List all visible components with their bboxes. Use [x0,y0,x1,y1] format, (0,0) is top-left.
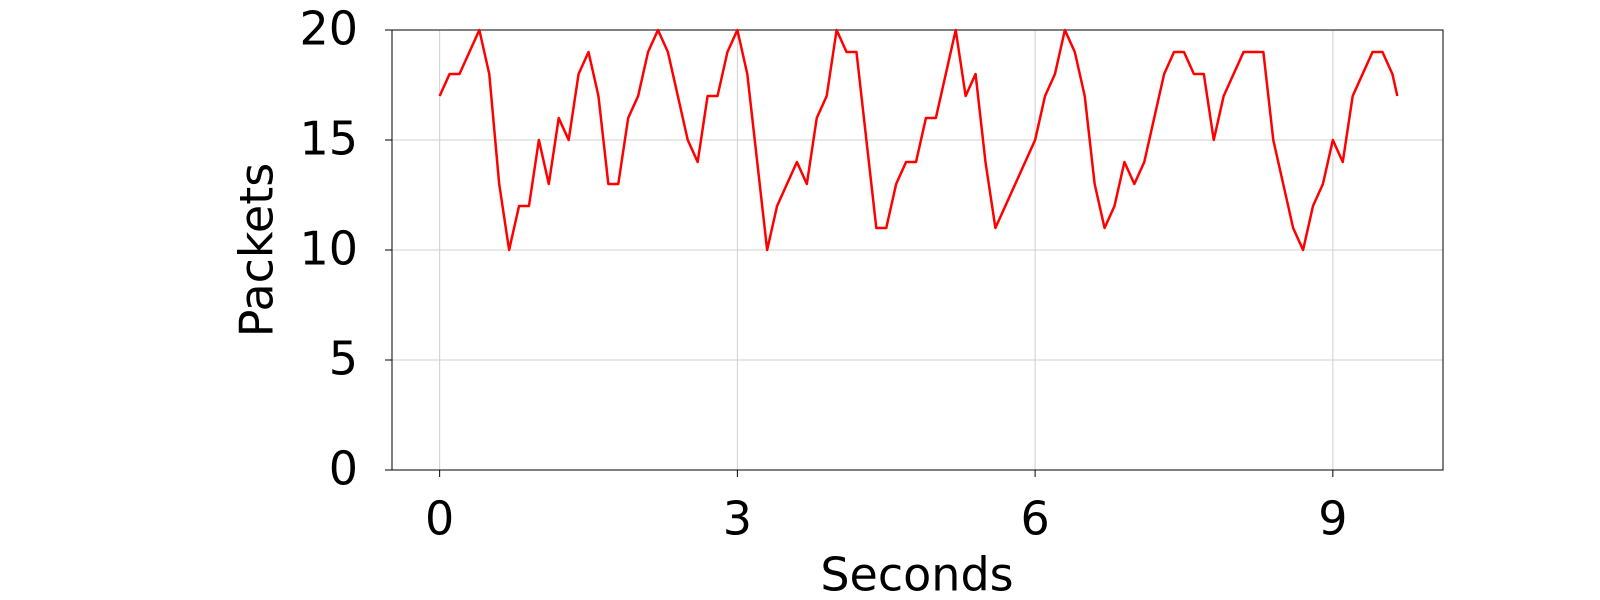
y-tick-label: 20 [299,2,358,56]
y-tick-label: 0 [329,442,358,496]
y-axis-label: Packets [230,163,284,337]
y-tick-label: 5 [329,332,358,386]
y-tick-label: 15 [299,112,358,166]
x-axis-label: Seconds [820,548,1013,600]
data-line [438,28,1399,252]
y-tick-label: 10 [299,222,358,276]
x-tick-label: 0 [425,492,454,546]
plot-frame [391,29,1444,471]
x-tick-label: 9 [1318,492,1347,546]
x-tick-label: 3 [723,492,752,546]
x-tick-label: 6 [1020,492,1049,546]
